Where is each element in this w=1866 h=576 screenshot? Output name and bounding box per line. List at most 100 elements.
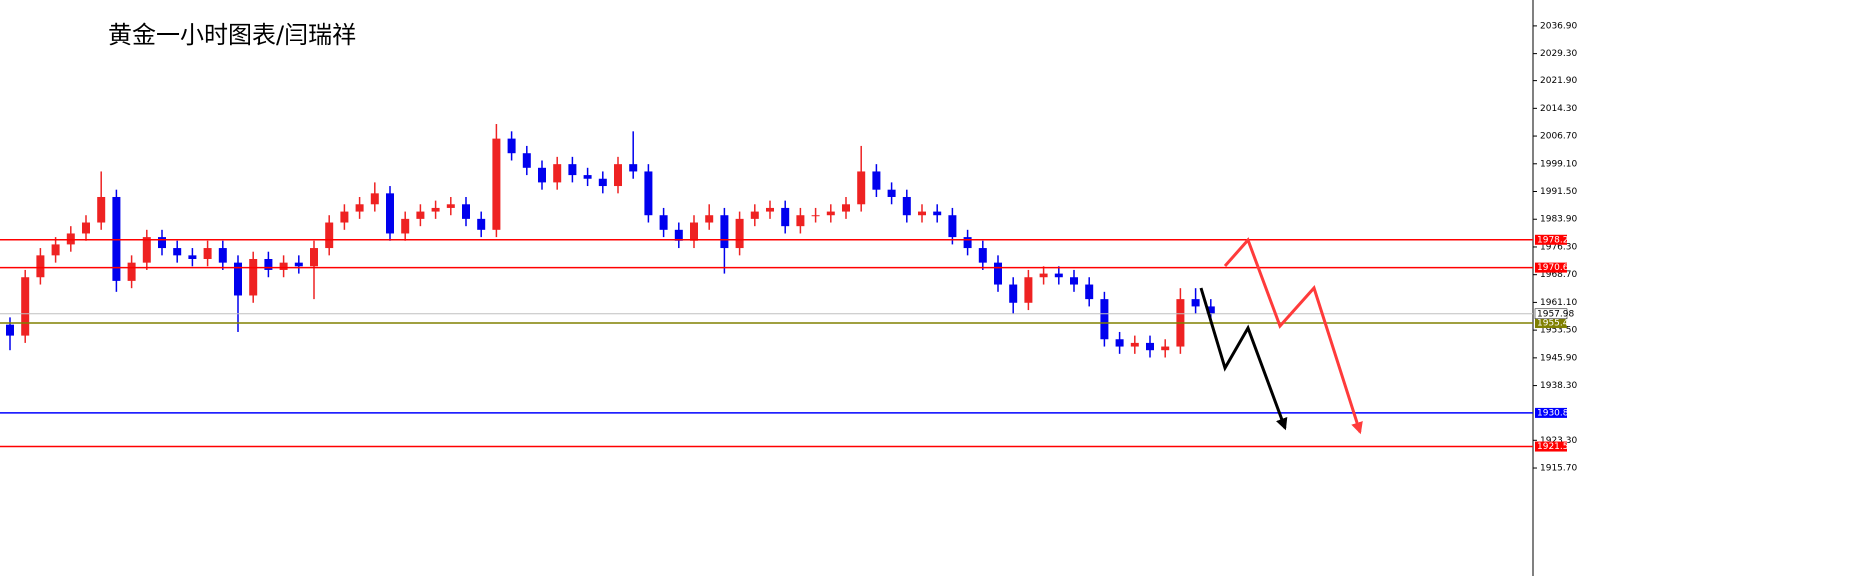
candle-body [477, 218, 486, 230]
candle-body [218, 248, 227, 263]
candle-body [401, 218, 410, 234]
candle-body [462, 204, 470, 219]
candle-body [735, 218, 744, 249]
candle-body [431, 207, 440, 212]
candle-body [583, 175, 592, 179]
candle-body [887, 189, 896, 197]
level-tag [1535, 234, 1567, 245]
y-tick-label: 1915.70 [1540, 464, 1577, 474]
candle-body [279, 262, 288, 270]
y-tick-label: 2006.70 [1540, 132, 1577, 142]
y-tick-label: 1945.90 [1540, 353, 1577, 363]
candle-body [644, 171, 653, 216]
candle-body [918, 211, 926, 216]
level-label: 1921.59 [1537, 442, 1574, 452]
candle-body [6, 324, 14, 336]
candle-body [629, 164, 638, 172]
candle-body [1206, 306, 1215, 314]
candle-body [188, 255, 197, 259]
candle-body [553, 164, 562, 183]
candle-body [173, 248, 182, 256]
candle-body [340, 211, 349, 223]
candle-body [1161, 346, 1170, 351]
candle-body [750, 211, 759, 219]
level-label: 1930.81 [1537, 408, 1574, 418]
y-tick-label: 2036.90 [1540, 21, 1577, 31]
current-price-label: 1957.98 [1537, 309, 1574, 319]
level-tag [1535, 318, 1567, 329]
plot-area: 1915.70 1923.30 1938.30 1945.90 1953.50 1961.… [0, 21, 1577, 474]
candle-body [766, 207, 774, 212]
candle-body [1009, 284, 1018, 303]
y-tick-label: 1938.30 [1540, 381, 1577, 391]
y-tick-label: 1991.50 [1540, 187, 1577, 197]
candle-body [142, 237, 151, 263]
y-tick-label: 1968.70 [1540, 270, 1577, 280]
candle-body [492, 138, 501, 230]
candle-body [310, 248, 318, 267]
candle-body [21, 277, 30, 336]
candle-body [1130, 342, 1139, 347]
candle-body [674, 229, 683, 241]
candle-body [826, 211, 835, 216]
candle-body [948, 215, 957, 238]
candle-body [1070, 277, 1078, 285]
candle-body [446, 204, 455, 208]
candle-body [690, 222, 698, 241]
candle-body [614, 164, 622, 187]
candle-body [902, 196, 911, 216]
candle-body [1115, 339, 1124, 347]
candle-body [416, 211, 425, 219]
candle-body [872, 171, 881, 190]
candle-body [264, 258, 273, 270]
y-tick-label: 2021.90 [1540, 76, 1577, 86]
candle-body [36, 255, 45, 278]
candle-body [66, 233, 75, 245]
candle-body [1024, 277, 1033, 303]
y-tick-label: 1953.50 [1540, 326, 1577, 336]
y-tick-label: 1976.30 [1540, 242, 1577, 252]
y-tick-label: 1961.10 [1540, 298, 1577, 308]
candle-body [97, 196, 106, 223]
y-tick-label: 1983.90 [1540, 215, 1577, 225]
candle-body [994, 262, 1002, 285]
candle-body [386, 193, 394, 234]
candle-body [1191, 299, 1200, 307]
candle-body [933, 211, 942, 216]
candle-body [720, 215, 729, 249]
candle-body [507, 138, 516, 154]
forecast-arrow-red [1223, 237, 1363, 435]
candle-body [203, 248, 212, 259]
candle-body [538, 167, 546, 183]
candle-body [857, 171, 866, 205]
candle-body [1146, 342, 1154, 351]
candle-body [1100, 299, 1109, 340]
candle-body [1039, 273, 1048, 278]
level-tag [1535, 441, 1567, 452]
level-tag [1535, 262, 1567, 273]
candle-body [325, 222, 334, 249]
candle-body [158, 237, 166, 249]
candle-body [112, 196, 121, 281]
candle-body [598, 178, 607, 187]
candle-body [568, 164, 577, 176]
candle-body [127, 262, 136, 281]
candle-body [796, 215, 805, 227]
chart-title: 黄金一小时图表/闫瑞祥 [108, 21, 356, 49]
candle-body [1054, 273, 1063, 278]
candle-body [370, 193, 379, 205]
candle-body [811, 215, 820, 217]
candle-body [82, 222, 90, 234]
candle-body [659, 215, 668, 230]
candle-body [963, 237, 972, 249]
candle-body [978, 248, 987, 263]
current-price-tag [1534, 308, 1568, 320]
candle-body [234, 262, 242, 296]
candle-body [294, 262, 303, 267]
level-label: 1955.45 [1537, 319, 1574, 329]
candle-body [51, 244, 60, 256]
candle-body [522, 153, 531, 168]
candle-body [781, 207, 790, 227]
